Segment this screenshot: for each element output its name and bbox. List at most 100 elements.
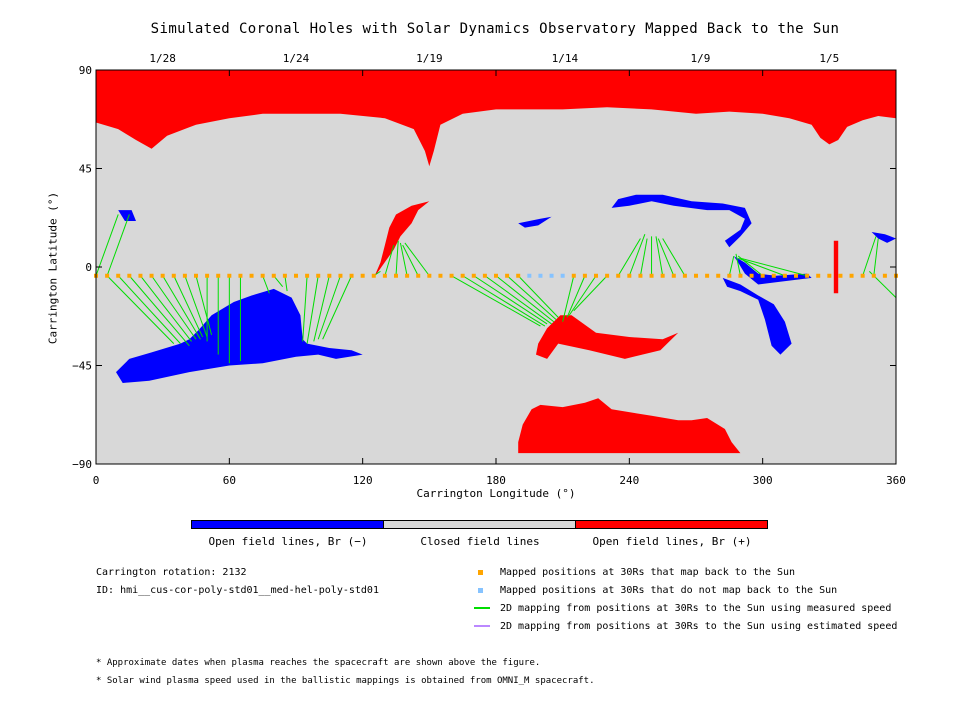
mapped-point	[127, 273, 132, 278]
mapping-line	[617, 238, 641, 277]
y-tick-label: 0	[85, 261, 92, 274]
mapping-line	[184, 275, 208, 338]
mapping-line	[151, 275, 197, 340]
mapped-point	[438, 273, 443, 278]
mapping-line	[451, 275, 541, 327]
mapped-point	[738, 273, 743, 278]
mapped-point	[349, 273, 354, 278]
x-tick-label: 120	[353, 474, 373, 487]
date-tick-label: 1/24	[283, 52, 310, 65]
mapped-point	[405, 273, 410, 278]
x-tick-label: 300	[753, 474, 773, 487]
legend-label-mapped: Mapped positions at 30Rs that map back t…	[500, 567, 796, 578]
mapping-line	[473, 275, 548, 325]
mapping-line	[484, 275, 552, 325]
mapped-point	[760, 273, 765, 278]
y-tick-label: 90	[79, 64, 92, 77]
mapping-line	[628, 233, 646, 276]
mapping-line	[262, 275, 270, 294]
legend-square-blue-icon	[478, 588, 483, 593]
legend-label-unmapped: Mapped positions at 30Rs that do not map…	[500, 585, 838, 596]
y-axis-label: Carrington Latitude (°)	[46, 191, 60, 345]
region-small-neg-east	[871, 232, 896, 243]
x-tick-label: 60	[223, 474, 236, 487]
mapped-point	[105, 273, 110, 278]
mapped-point	[671, 273, 676, 278]
mapping-line	[128, 275, 190, 347]
legend-label-estimated: 2D mapping from positions at 30Rs to the…	[500, 621, 898, 632]
mapping-line	[284, 275, 288, 292]
carrington-rotation: Carrington rotation: 2132	[96, 567, 247, 578]
mapped-point	[638, 273, 643, 278]
mapped-point	[505, 273, 510, 278]
colorbar-negative	[191, 520, 384, 529]
region-positive-stripe-east	[833, 240, 839, 294]
mapping-line	[566, 275, 586, 318]
x-tick-label: 240	[619, 474, 639, 487]
mapping-line	[195, 275, 213, 335]
mapping-line	[404, 242, 430, 277]
region-mid-neg-tongue	[518, 216, 552, 228]
colorbar-label-negative: Open field lines, Br (−)	[208, 535, 368, 548]
mapping-line	[662, 238, 686, 277]
mapped-point	[427, 273, 432, 278]
mapping-line	[462, 275, 546, 327]
mapped-point	[238, 273, 243, 278]
mapping-line	[517, 275, 559, 318]
colorbar-positive	[575, 520, 768, 529]
mapped-point	[394, 273, 398, 278]
mapping-line	[402, 244, 419, 276]
mapped-point	[260, 273, 265, 278]
date-tick-label: 1/9	[691, 52, 711, 65]
date-tick-label: 1/19	[416, 52, 443, 65]
mapped-point	[182, 273, 187, 278]
mapping-line	[655, 236, 664, 276]
mapped-point	[482, 273, 487, 278]
mapping-line	[639, 238, 648, 276]
model-id: ID: hmi__cus-cor-poly-std01__med-hel-pol…	[96, 585, 379, 596]
mapping-line	[728, 255, 735, 276]
mapped-point	[816, 273, 821, 278]
mapping-line	[873, 238, 879, 276]
date-tick-label: 1/28	[149, 52, 176, 65]
mapped-point	[249, 273, 254, 278]
mapping-line	[313, 275, 330, 342]
region-south-neg-tail	[722, 277, 792, 355]
mapping-line	[395, 240, 399, 276]
legend-line-purple-icon	[474, 625, 490, 627]
mapped-point	[605, 273, 610, 278]
region-positive-hole-south-mid	[536, 315, 679, 359]
date-tick-label: 1/5	[819, 52, 839, 65]
mapped-point	[849, 273, 854, 278]
mapped-point	[516, 273, 521, 278]
mapped-point	[494, 273, 498, 278]
mapped-point	[838, 273, 843, 278]
unmapped-point	[527, 273, 532, 278]
mapped-point	[571, 273, 576, 278]
mapped-point	[116, 273, 121, 278]
mapping-line	[735, 253, 741, 276]
mapping-line	[740, 257, 808, 277]
mapped-point	[216, 273, 221, 278]
mapped-point	[616, 273, 621, 278]
colorbar-label-closed: Closed field lines	[420, 535, 540, 548]
mapped-point	[160, 273, 165, 278]
mapped-point	[649, 273, 654, 278]
colorbar-label-positive: Open field lines, Br (+)	[592, 535, 752, 548]
y-tick-label: 45	[79, 163, 92, 176]
mapped-point	[716, 273, 721, 278]
mapped-point	[860, 273, 865, 278]
mapping-line	[140, 275, 192, 342]
mapped-point	[316, 273, 321, 278]
mapped-point	[782, 273, 787, 278]
unmapped-point	[549, 273, 554, 278]
region-small-neg-west	[118, 210, 136, 221]
mapped-point	[871, 273, 876, 278]
region-equatorial-neg-northeast	[611, 194, 752, 248]
mapping-line	[738, 257, 786, 277]
mapping-line	[495, 275, 555, 323]
x-tick-label: 0	[93, 474, 100, 487]
mapped-point	[194, 273, 198, 278]
region-positive-tongue-north	[373, 201, 430, 278]
unmapped-point	[560, 273, 565, 278]
